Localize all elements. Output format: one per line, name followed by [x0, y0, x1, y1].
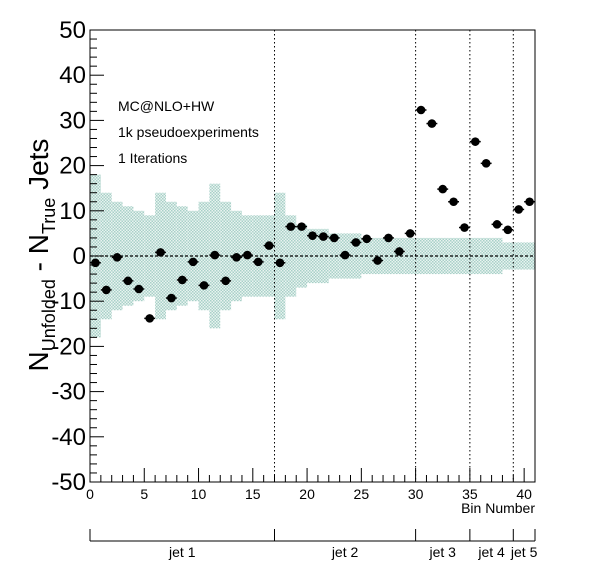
- separator-lines: [274, 30, 514, 482]
- data-point: [243, 250, 252, 260]
- data-point: [416, 105, 426, 115]
- data-point: [156, 248, 165, 257]
- annotation-pseudoexperiments: 1k pseudoexperiments: [118, 124, 259, 140]
- data-point: [384, 233, 393, 243]
- group-label: jet 2: [331, 544, 359, 560]
- data-point: [221, 276, 230, 286]
- data-point: [188, 257, 198, 267]
- band-bin: [317, 228, 329, 284]
- y-tick-label: 40: [59, 62, 86, 89]
- group-label: jet 4: [477, 544, 505, 560]
- y-tick-label: -40: [51, 424, 86, 451]
- data-point: [427, 119, 437, 128]
- data-point: [134, 284, 144, 294]
- data-point: [460, 223, 469, 232]
- data-point: [514, 205, 524, 214]
- data-point: [199, 281, 209, 290]
- band-bin: [328, 233, 340, 279]
- group-label: jet 3: [429, 544, 457, 560]
- band-bin: [187, 210, 199, 302]
- x-tick-label: 40: [516, 486, 532, 502]
- data-point: [492, 220, 502, 229]
- x-tick-label: 0: [86, 486, 94, 502]
- data-point: [405, 229, 415, 238]
- annotation-iterations: 1 Iterations: [118, 150, 187, 166]
- data-point: [308, 231, 317, 240]
- data-point: [101, 285, 111, 295]
- data-point: [471, 137, 480, 146]
- data-point: [362, 234, 372, 244]
- y-tick-label: -10: [51, 288, 86, 315]
- data-point: [329, 233, 339, 243]
- x-tick-label: 10: [191, 486, 207, 502]
- y-tick-label: 50: [59, 17, 86, 44]
- y-tick-label: 30: [59, 107, 86, 134]
- band-bin: [448, 237, 460, 275]
- data-point: [373, 256, 382, 265]
- group-label: jet 5: [510, 544, 538, 560]
- x-axis-ticks: 0 5 10 15 20 25 30 35 40: [86, 468, 536, 502]
- y-tick-label: -20: [51, 333, 86, 360]
- data-point: [449, 197, 458, 207]
- data-point: [167, 293, 176, 303]
- data-point: [91, 258, 100, 268]
- data-point: [112, 253, 122, 262]
- band-bin: [198, 201, 210, 311]
- band-bin: [252, 215, 264, 297]
- data-point: [232, 253, 241, 262]
- y-axis-ticks: -50 -40 -30 -20 -10 0 10 20 30 40 50: [51, 17, 104, 496]
- x-tick-label: 30: [408, 486, 424, 502]
- data-point: [340, 250, 350, 260]
- data-point: [253, 257, 263, 267]
- data-point: [481, 159, 491, 168]
- x-tick-label: 25: [354, 486, 370, 502]
- band-bin: [393, 237, 405, 275]
- y-tick-label: -30: [51, 379, 86, 406]
- y-tick-label: 20: [59, 153, 86, 180]
- band-bin: [274, 192, 286, 320]
- jet-multiplicity-groups: jet 1 jet 2 jet 3 jet 4 jet 5: [89, 529, 538, 560]
- band-bin: [263, 215, 275, 297]
- band-bin: [133, 210, 145, 302]
- band-bin: [513, 242, 525, 270]
- data-points: [90, 105, 535, 323]
- band-bin: [459, 237, 470, 275]
- band-bin: [144, 215, 156, 297]
- data-point: [503, 225, 513, 235]
- data-point: [438, 184, 448, 194]
- data-point: [319, 232, 328, 241]
- data-point: [264, 241, 274, 250]
- x-tick-label: 20: [299, 486, 315, 502]
- x-tick-label: 35: [462, 486, 478, 502]
- data-point: [286, 222, 296, 231]
- data-point: [177, 275, 187, 285]
- data-point: [123, 276, 133, 286]
- x-axis-label: Bin Number: [461, 500, 535, 516]
- data-point: [297, 222, 306, 231]
- annotation-generator: MC@NLO+HW: [118, 98, 215, 114]
- x-tick-label: 5: [140, 486, 148, 502]
- y-tick-label: 10: [59, 198, 86, 225]
- band-bin: [383, 237, 394, 275]
- data-point: [275, 258, 285, 268]
- data-point: [145, 314, 154, 323]
- y-tick-label: 0: [73, 243, 86, 270]
- data-point: [525, 197, 534, 207]
- y-tick-label: -50: [51, 469, 86, 496]
- data-point: [395, 247, 404, 256]
- group-label: jet 1: [168, 544, 196, 560]
- y-axis-label: NUnfolded - NTrue Jets: [23, 139, 59, 372]
- data-point: [210, 250, 220, 260]
- data-point: [351, 238, 361, 247]
- band-bin: [524, 242, 535, 270]
- x-tick-label: 15: [245, 486, 261, 502]
